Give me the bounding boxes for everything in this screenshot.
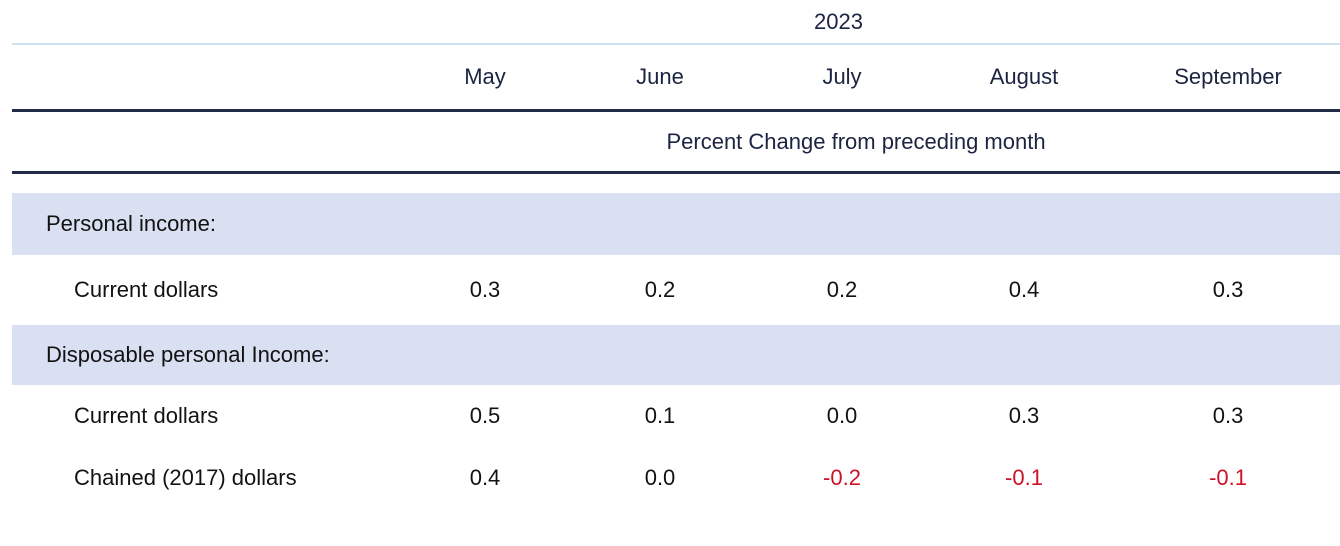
spacer-row	[12, 173, 1340, 194]
row-label-current-dollars: Current dollars	[74, 277, 219, 302]
value-cell-june: 0.1	[644, 403, 676, 428]
value-cell-may: 0.3	[469, 277, 501, 302]
column-header-september: September	[1116, 43, 1340, 111]
value-cell-july: -0.2	[823, 465, 861, 490]
column-header-june: June	[568, 43, 752, 111]
table-row-disposable-current-dollars: Current dollars 0.5 0.1 0.0 0.3 0.3	[12, 385, 1340, 447]
column-header-may: May	[402, 43, 568, 111]
value-cell-august: 0.3	[1008, 403, 1040, 428]
column-header-july: July	[752, 43, 932, 111]
value-cell-may: 0.4	[469, 465, 501, 490]
value-cell-july: 0.2	[826, 277, 858, 302]
section-label: Disposable personal Income:	[12, 325, 1340, 385]
section-header-disposable-personal-income: Disposable personal Income:	[12, 325, 1340, 385]
empty-label-cell	[12, 43, 402, 111]
year-row: 2023	[12, 0, 1340, 44]
value-cell-may: 0.5	[469, 403, 501, 428]
year-header: 2023	[814, 8, 863, 34]
value-cell-august: -0.1	[1005, 465, 1043, 490]
value-cell-july: 0.0	[826, 403, 858, 428]
section-label: Personal income:	[12, 193, 1340, 255]
table-row-chained-2017-dollars: Chained (2017) dollars 0.4 0.0 -0.2 -0.1…	[12, 447, 1340, 509]
column-header-august: August	[932, 43, 1116, 111]
section-header-personal-income: Personal income:	[12, 193, 1340, 255]
unit-header: Percent Change from preceding month	[402, 109, 1340, 174]
value-cell-september: -0.1	[1209, 465, 1247, 490]
value-cell-june: 0.2	[644, 277, 676, 302]
value-cell-september: 0.3	[1212, 403, 1244, 428]
row-label-current-dollars: Current dollars	[74, 403, 219, 428]
row-label-chained-2017-dollars: Chained (2017) dollars	[74, 465, 297, 490]
value-cell-september: 0.3	[1212, 277, 1244, 302]
value-cell-june: 0.0	[644, 465, 676, 490]
unit-row: Percent Change from preceding month	[12, 109, 1340, 174]
months-row: May June July August September	[12, 43, 1340, 111]
value-cell-august: 0.4	[1008, 277, 1040, 302]
table-row-personal-current-dollars: Current dollars 0.3 0.2 0.2 0.4 0.3	[12, 255, 1340, 325]
empty-label-cell	[12, 109, 402, 174]
empty-corner-cell	[12, 0, 402, 44]
income-table: 2023 May June July August September Perc…	[12, 0, 1340, 509]
